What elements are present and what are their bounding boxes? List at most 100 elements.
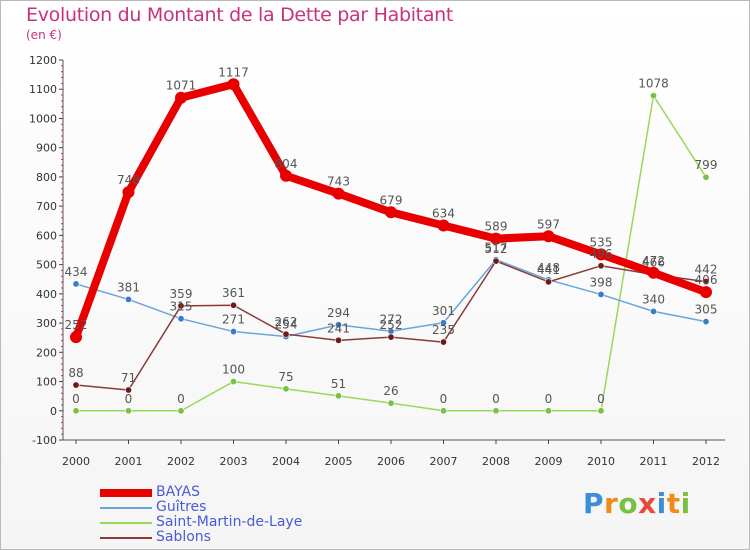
- data-label-guitres: 315: [170, 300, 193, 314]
- x-tick-label: 2007: [430, 455, 458, 468]
- data-point-bayas: [385, 206, 397, 219]
- data-label-bayas: 597: [537, 217, 560, 231]
- data-point-saint-martin-de-laye: [282, 385, 290, 393]
- legend-swatch-sablons: [100, 537, 152, 539]
- data-label-bayas: 748: [117, 173, 140, 187]
- data-point-saint-martin-de-laye: [439, 407, 447, 415]
- data-point-sablons: [702, 278, 710, 286]
- data-point-guitres: [702, 318, 710, 326]
- data-point-sablons: [72, 381, 80, 389]
- x-tick-label: 2009: [535, 455, 563, 468]
- data-label-bayas: 252: [65, 318, 88, 332]
- y-tick-label: 1000: [29, 112, 57, 125]
- data-label-sablons: 361: [222, 286, 245, 300]
- legend-swatch-guitres: [100, 507, 152, 509]
- y-tick-label: 600: [36, 229, 57, 242]
- data-label-guitres: 272: [380, 312, 403, 326]
- data-label-sablons: 252: [380, 318, 403, 332]
- y-tick-label: 200: [36, 346, 57, 359]
- data-label-bayas: 535: [590, 235, 613, 249]
- x-tick-label: 2003: [220, 455, 248, 468]
- x-tick-label: 2012: [692, 455, 720, 468]
- data-label-bayas: 634: [432, 206, 455, 220]
- data-point-guitres: [649, 307, 657, 315]
- data-point-guitres: [177, 315, 185, 323]
- data-point-guitres: [72, 280, 80, 288]
- y-tick-label: 500: [36, 259, 57, 272]
- legend-label-sablons: Sablons: [156, 529, 211, 545]
- data-label-saint-martin-de-laye: 0: [597, 392, 605, 406]
- data-point-bayas: [700, 286, 712, 299]
- data-label-guitres: 381: [117, 280, 140, 294]
- data-label-saint-martin-de-laye: 0: [545, 392, 553, 406]
- data-point-bayas: [647, 266, 660, 279]
- chart-subtitle: (en €): [26, 28, 62, 42]
- y-tick-label: 1100: [29, 83, 57, 96]
- data-label-saint-martin-de-laye: 0: [72, 392, 80, 406]
- data-point-sablons: [282, 330, 290, 338]
- data-label-bayas: 472: [642, 254, 665, 268]
- data-label-bayas: 406: [695, 273, 718, 287]
- data-label-guitres: 254: [275, 318, 298, 332]
- data-label-sablons: 442: [695, 263, 718, 277]
- data-point-guitres: [230, 328, 238, 336]
- data-point-saint-martin-de-laye: [492, 407, 500, 415]
- data-point-bayas: [595, 248, 607, 261]
- data-point-saint-martin-de-laye: [597, 407, 605, 415]
- data-point-bayas: [542, 230, 555, 243]
- proxiti-logo: Proxiti: [583, 487, 691, 520]
- data-point-bayas: [490, 232, 502, 245]
- data-point-sablons: [334, 336, 342, 344]
- data-point-sablons: [125, 386, 133, 394]
- y-tick-label: 0: [50, 405, 57, 418]
- data-label-guitres: 517: [485, 241, 508, 255]
- data-label-saint-martin-de-laye: 0: [440, 392, 448, 406]
- data-label-sablons: 71: [121, 371, 136, 385]
- data-point-bayas: [437, 219, 450, 232]
- legend-swatch-bayas: [100, 489, 152, 497]
- data-label-sablons: 359: [170, 287, 193, 301]
- legend-label-bayas: BAYAS: [156, 484, 201, 500]
- data-point-saint-martin-de-laye: [230, 378, 238, 386]
- y-tick-label: -100: [32, 434, 57, 447]
- data-label-saint-martin-de-laye: 0: [125, 392, 133, 406]
- data-point-bayas: [332, 187, 345, 200]
- legend-swatch-saint-martin-de-laye: [100, 522, 152, 524]
- data-point-sablons: [230, 301, 238, 309]
- data-point-saint-martin-de-laye: [334, 392, 342, 400]
- data-label-saint-martin-de-laye: 799: [695, 158, 718, 172]
- data-label-saint-martin-de-laye: 26: [383, 384, 398, 398]
- data-label-sablons: 88: [68, 366, 83, 380]
- data-label-sablons: 241: [327, 321, 350, 335]
- data-label-guitres: 301: [432, 304, 455, 318]
- x-tick-label: 2001: [115, 455, 143, 468]
- data-point-sablons: [387, 333, 395, 341]
- data-point-saint-martin-de-laye: [125, 407, 133, 415]
- data-label-sablons: 496: [590, 247, 613, 261]
- data-point-sablons: [177, 302, 185, 310]
- data-label-saint-martin-de-laye: 51: [331, 377, 346, 391]
- data-point-sablons: [544, 278, 552, 286]
- data-label-guitres: 340: [642, 292, 665, 306]
- data-point-sablons: [439, 338, 447, 346]
- data-label-saint-martin-de-laye: 100: [222, 363, 245, 377]
- x-tick-label: 2000: [62, 455, 90, 468]
- data-point-bayas: [175, 91, 187, 104]
- data-label-sablons: 512: [485, 242, 508, 256]
- x-tick-label: 2005: [325, 455, 353, 468]
- x-tick-label: 2004: [272, 455, 300, 468]
- data-point-saint-martin-de-laye: [387, 399, 395, 407]
- data-label-bayas: 1071: [166, 79, 197, 93]
- data-label-sablons: 441: [537, 263, 560, 277]
- data-point-guitres: [125, 295, 133, 303]
- data-label-sablons: 466: [642, 256, 665, 270]
- data-label-saint-martin-de-laye: 1078: [638, 77, 669, 91]
- data-point-saint-martin-de-laye: [702, 173, 710, 181]
- data-point-sablons: [492, 257, 500, 265]
- data-label-guitres: 271: [222, 313, 245, 327]
- data-label-bayas: 1117: [218, 65, 249, 79]
- y-tick-label: 700: [36, 200, 57, 213]
- data-point-sablons: [597, 262, 605, 270]
- y-tick-label: 900: [36, 142, 57, 155]
